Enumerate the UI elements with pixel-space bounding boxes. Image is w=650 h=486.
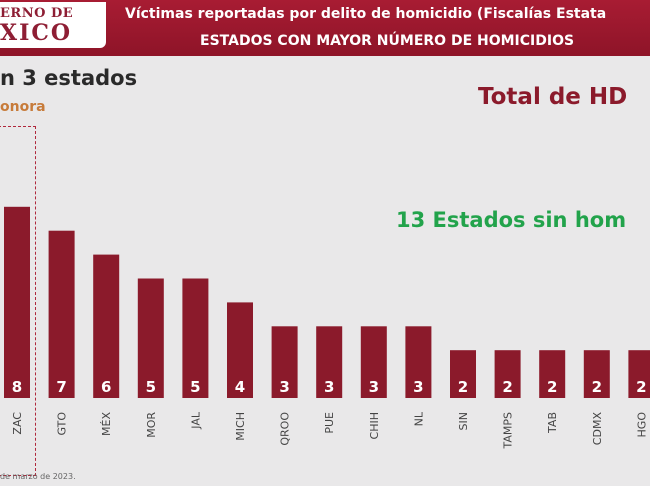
bar-sin [450,350,476,398]
highlight-box [0,126,36,476]
footer-date: de marzo de 2023. [0,472,76,481]
total-label: Total de HD [478,84,628,110]
bar-tamps [494,350,521,398]
logo-line-1: ERNO DE [0,6,74,21]
value-label-sin: 2 [458,378,468,396]
bar-jal [182,278,209,398]
logo-line-2: XICO [0,20,73,46]
category-label-nl: NL [412,411,425,426]
side-panel-subtitle: onora [0,99,46,115]
value-label-mich: 4 [235,378,245,396]
value-label-nl: 3 [413,378,423,396]
bar-mor [137,278,164,398]
value-label-tab: 2 [547,378,557,396]
bar-zac [4,206,30,398]
category-label-chih: CHIH [368,412,381,439]
header-bar: ERNO DE XICO Víctimas reportadas por del… [0,0,650,56]
page-title: Víctimas reportadas por delito de homici… [125,6,607,22]
value-label-méx: 6 [101,378,111,396]
bar-qroo [271,326,298,398]
category-label-pue: PUE [323,412,336,434]
category-label-mor: MOR [145,412,158,438]
bar-mich [227,302,253,398]
category-label-mich: MICH [234,412,247,441]
category-label-jal: JAL [189,411,202,430]
category-label-tamps: TAMPS [502,412,515,450]
value-label-qroo: 3 [279,378,289,396]
bar-tab [539,350,566,398]
bar-pue [316,326,343,398]
category-label-hgo: HGO [635,412,648,438]
category-label-sin: SIN [457,412,470,430]
bar-gto [48,230,75,398]
category-label-zac: ZAC [11,412,24,435]
value-label-zac: 8 [12,378,22,396]
value-label-jal: 5 [190,378,200,396]
value-label-chih: 3 [369,378,379,396]
category-label-cdmx: CDMX [591,412,604,446]
bar-chih [360,326,387,398]
value-label-pue: 3 [324,378,334,396]
side-panel-title: n 3 estados [0,66,138,90]
bar-hgo [628,350,650,398]
bar-nl [405,326,432,398]
page-subtitle: ESTADOS CON MAYOR NÚMERO DE HOMICIDIOS [200,33,575,49]
value-label-gto: 7 [56,378,66,396]
value-label-hgo: 2 [636,378,646,396]
bar-méx [93,254,120,398]
category-label-méx: MÉX [100,412,113,436]
value-label-mor: 5 [146,378,156,396]
value-label-tamps: 2 [502,378,512,396]
category-label-tab: TAB [546,412,559,434]
bar-cdmx [583,350,610,398]
category-label-qroo: QROO [279,412,292,446]
value-label-cdmx: 2 [592,378,602,396]
states-without-homicides-label: 13 Estados sin hom [396,208,627,232]
category-label-gto: GTO [56,412,69,436]
gov-logo: ERNO DE XICO [0,2,106,48]
